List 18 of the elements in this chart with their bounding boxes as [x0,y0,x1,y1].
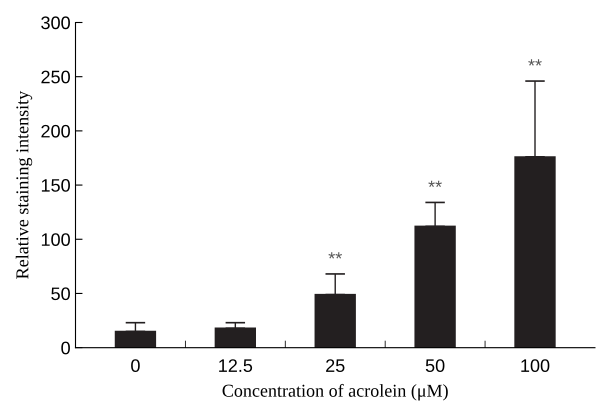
y-tick-label: 0 [61,342,70,354]
x-axis-title: Concentration of acrolein (μM) [222,384,448,400]
bar [214,327,256,348]
y-tick-label: 250 [41,70,70,84]
y-tick-label: 200 [41,124,70,138]
x-tick-label: 50 [426,359,444,372]
annotation: ** [528,59,542,66]
x-tick-label: 100 [521,359,550,372]
annotation: ** [328,252,342,259]
y-tick-label: 300 [41,16,70,30]
y-tick-label: 50 [51,287,70,300]
x-tick-label: 25 [326,359,345,372]
y-tick-label: 150 [42,179,70,192]
annotation: ** [428,180,442,188]
x-tick-label: 12.5 [219,359,252,372]
x-tick-label: 0 [131,359,140,372]
y-axis-title: Relative staining intensity [16,90,32,279]
y-tick-label: 100 [42,233,70,246]
